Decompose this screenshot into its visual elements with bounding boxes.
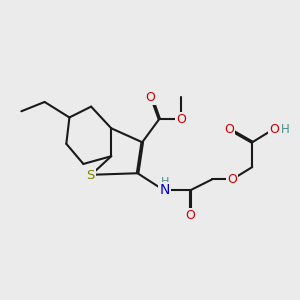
- Text: O: O: [185, 209, 195, 222]
- Text: O: O: [227, 173, 237, 186]
- Text: O: O: [176, 113, 186, 126]
- Text: O: O: [224, 123, 234, 136]
- Text: O: O: [269, 123, 279, 136]
- Text: H: H: [160, 177, 169, 187]
- Text: H: H: [281, 123, 290, 136]
- Text: N: N: [159, 183, 170, 197]
- Text: O: O: [145, 91, 155, 104]
- Text: S: S: [86, 169, 95, 182]
